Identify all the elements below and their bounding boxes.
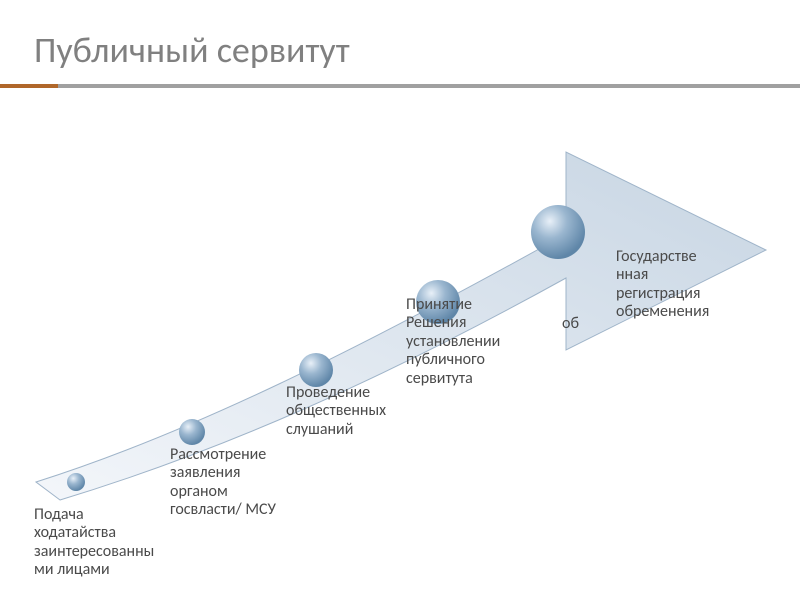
step-label-2: Рассмотрениезаявленияорганомгосвласти/ М… <box>170 446 340 520</box>
sphere-5 <box>531 205 585 259</box>
connector-word: об <box>562 314 579 333</box>
rule-accent <box>0 84 58 88</box>
rule-main <box>58 84 800 88</box>
sphere-2 <box>179 419 205 445</box>
step-label-5: Государственнаярегистрацияобременения <box>616 248 786 322</box>
page-title: Публичный сервитут <box>34 28 350 72</box>
arrow-body <box>36 152 766 500</box>
step-label-4: ПринятиеРешенияустановлениипубличногосер… <box>406 296 576 388</box>
sphere-3 <box>299 353 333 387</box>
step-label-3: Проведениеобщественныхслушаний <box>286 384 456 439</box>
title-rule <box>0 84 800 88</box>
sphere-1 <box>67 473 85 491</box>
